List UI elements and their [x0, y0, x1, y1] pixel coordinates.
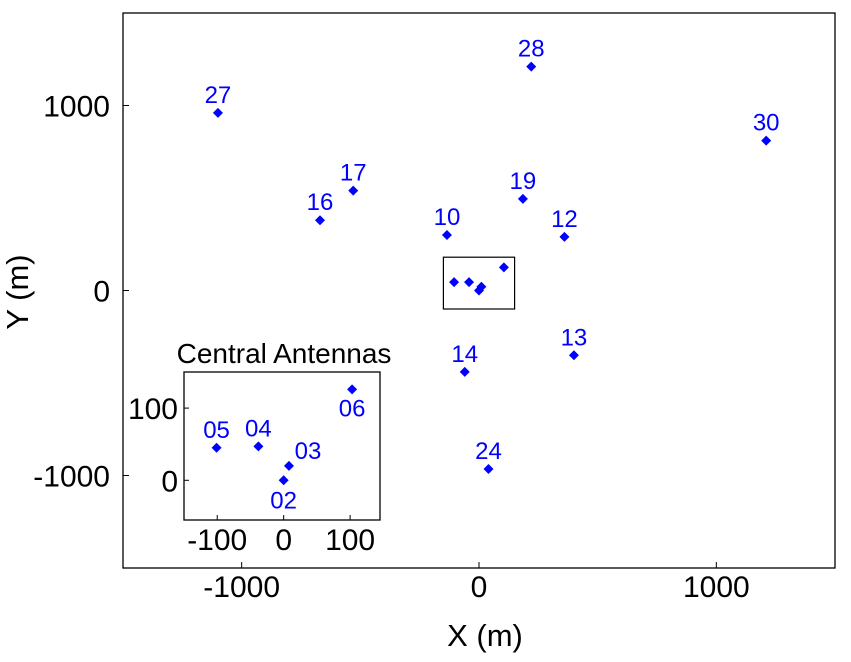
- x-tick-label: 1000: [683, 571, 750, 604]
- inset-point-label: 05: [203, 417, 230, 444]
- inset-point-label: 06: [339, 395, 366, 422]
- data-point: [498, 262, 509, 273]
- data-point: [459, 366, 470, 377]
- point-label: 24: [475, 438, 502, 465]
- point-label: 16: [307, 189, 334, 216]
- inset-data-point: [253, 441, 264, 452]
- inset-x-tick-label: 100: [325, 524, 375, 557]
- inset-y-tick-label: 0: [161, 465, 178, 498]
- point-label: 12: [551, 206, 578, 233]
- inset-x-tick-label: 0: [275, 524, 292, 557]
- point-label: 10: [434, 204, 461, 231]
- inset-y-tick-label: 100: [128, 393, 178, 426]
- inset-title: Central Antennas: [177, 338, 392, 369]
- inset-points: 05 04 03 02 06: [203, 384, 365, 514]
- data-point: [761, 135, 772, 146]
- inset-point-label: 03: [295, 438, 322, 465]
- data-point: [526, 61, 537, 72]
- central-region-box: [442, 256, 516, 310]
- data-point: [476, 281, 487, 292]
- x-axis-label: X (m): [447, 618, 523, 653]
- data-point: [568, 350, 579, 361]
- inset-plot-frame: [183, 371, 381, 521]
- y-axis-label: Y (m): [0, 254, 35, 329]
- y-tick-label: 0: [93, 276, 110, 309]
- inset-data-point: [347, 384, 358, 395]
- inset-data-point: [211, 442, 222, 453]
- point-label: 27: [205, 82, 232, 109]
- point-label: 17: [340, 160, 367, 187]
- point-label: 19: [510, 168, 537, 195]
- data-point: [517, 193, 528, 204]
- point-label: 28: [518, 36, 545, 63]
- data-point: [314, 215, 325, 226]
- inset-point-label: 02: [270, 487, 297, 514]
- data-point: [348, 185, 359, 196]
- y-tick-label: -1000: [33, 461, 110, 494]
- inset-x-tick-label: -100: [187, 524, 247, 557]
- x-tick-label: 0: [471, 571, 488, 604]
- point-label: 13: [561, 324, 588, 351]
- x-tick-label: -1000: [203, 571, 280, 604]
- data-point: [559, 231, 570, 242]
- inset-axes: -100 0 100 0 100: [128, 393, 375, 557]
- data-point: [441, 230, 452, 240]
- data-point: [464, 277, 475, 288]
- data-point: [212, 107, 223, 118]
- inset-point-label: 04: [245, 415, 272, 442]
- inset-data-point: [283, 460, 294, 471]
- point-label: 30: [753, 110, 780, 137]
- data-point: [449, 277, 460, 288]
- y-tick-label: 1000: [43, 91, 110, 124]
- inset-data-point: [278, 475, 289, 486]
- data-point: [483, 464, 494, 475]
- point-label: 14: [451, 341, 478, 368]
